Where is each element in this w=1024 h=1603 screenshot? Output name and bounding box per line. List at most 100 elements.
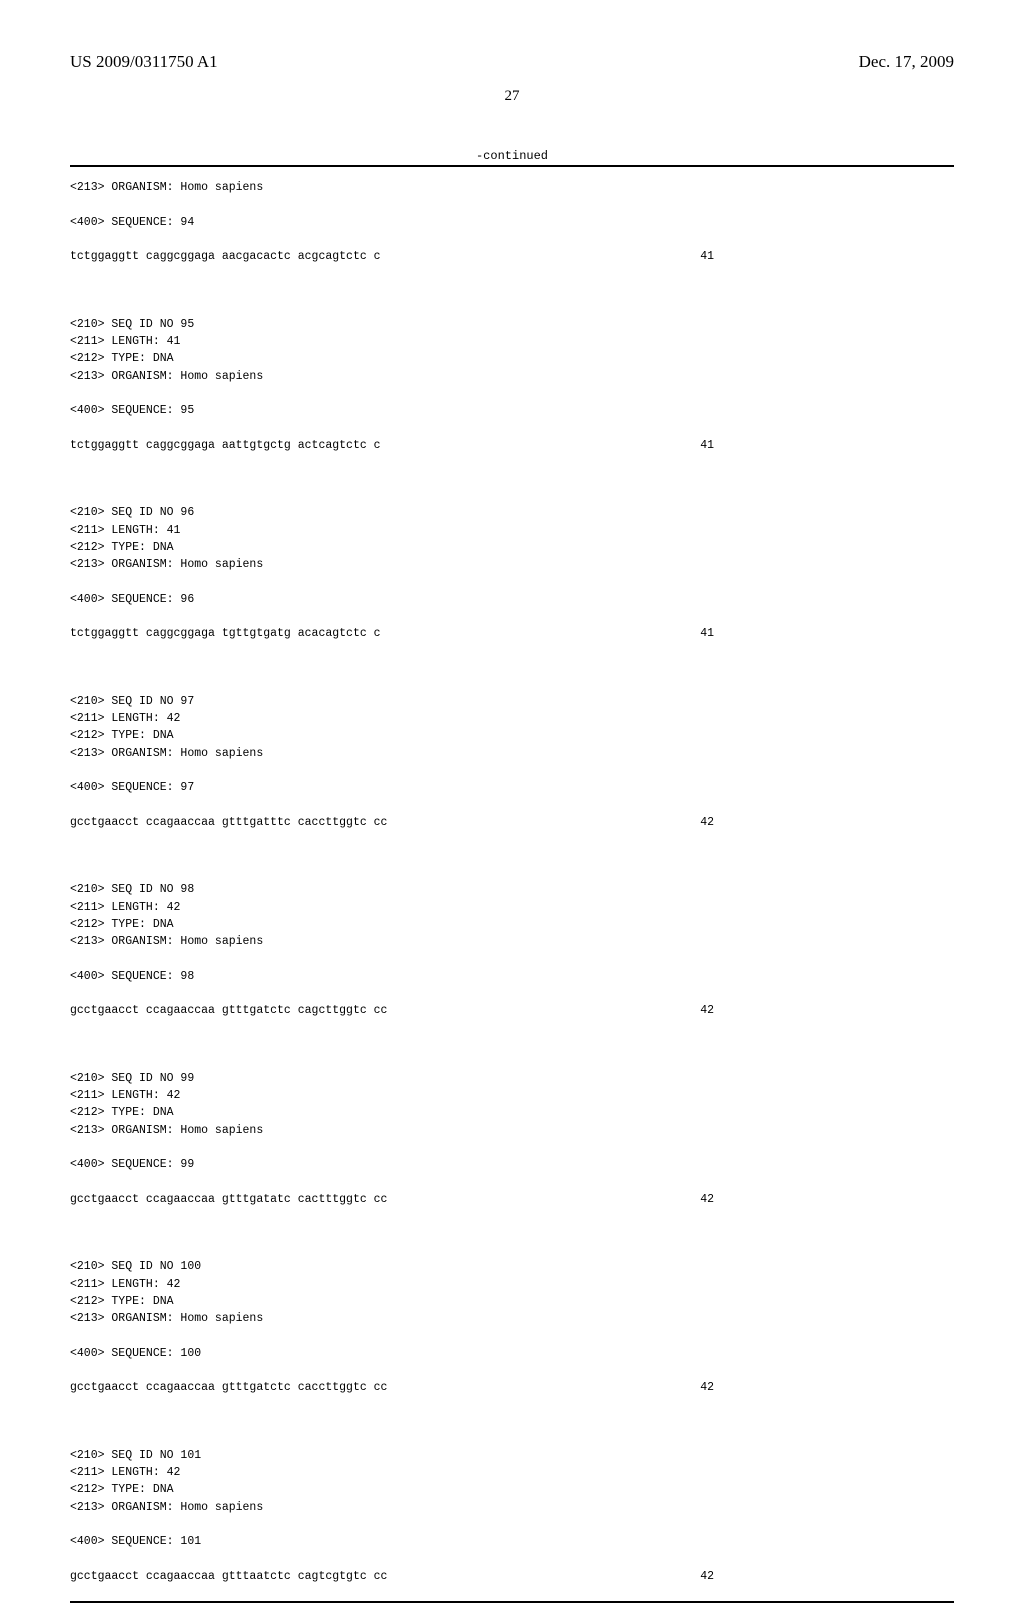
sequence-metadata-line: <212> TYPE: DNA [70, 1104, 954, 1121]
sequence-metadata-line: <210> SEQ ID NO 99 [70, 1070, 954, 1087]
sequence-length-number: 42 [700, 814, 954, 831]
sequence-text: tctggaggtt caggcggaga tgttgtgatg acacagt… [70, 625, 381, 642]
sequence-data-line: tctggaggtt caggcggaga aacgacactc acgcagt… [70, 248, 954, 265]
sequence-metadata-line: <210> SEQ ID NO 95 [70, 316, 954, 333]
sequence-block: <210> SEQ ID NO 100<211> LENGTH: 42<212>… [70, 1224, 954, 1397]
sequence-metadata-line: <210> SEQ ID NO 100 [70, 1258, 954, 1275]
sequence-metadata-line: <213> ORGANISM: Homo sapiens [70, 1122, 954, 1139]
sequence-metadata-line: <400> SEQUENCE: 96 [70, 591, 954, 608]
sequence-metadata-line [70, 847, 954, 864]
sequence-length-number: 42 [700, 1002, 954, 1019]
sequence-block: <210> SEQ ID NO 95<211> LENGTH: 41<212> … [70, 281, 954, 454]
sequence-metadata-line: <211> LENGTH: 42 [70, 1464, 954, 1481]
sequence-metadata-line: <212> TYPE: DNA [70, 916, 954, 933]
sequence-block: <210> SEQ ID NO 99<211> LENGTH: 42<212> … [70, 1035, 954, 1208]
patent-number: US 2009/0311750 A1 [70, 52, 218, 72]
sequence-metadata-line: <400> SEQUENCE: 98 [70, 968, 954, 985]
sequence-length-number: 41 [700, 625, 954, 642]
sequence-metadata-line: <400> SEQUENCE: 100 [70, 1345, 954, 1362]
sequence-text: gcctgaacct ccagaaccaa gtttgatctc cagcttg… [70, 1002, 387, 1019]
sequence-metadata-line: <213> ORGANISM: Homo sapiens [70, 1310, 954, 1327]
sequence-metadata-line: <400> SEQUENCE: 95 [70, 402, 954, 419]
continued-label: -continued [70, 149, 954, 163]
sequence-metadata-line [70, 573, 954, 590]
sequence-metadata-line [70, 470, 954, 487]
sequence-metadata-line [70, 1224, 954, 1241]
sequence-metadata-line [70, 985, 954, 1002]
sequence-metadata-line: <210> SEQ ID NO 101 [70, 1447, 954, 1464]
sequence-metadata-line [70, 1035, 954, 1052]
sequence-metadata-line: <212> TYPE: DNA [70, 727, 954, 744]
sequence-data-line: gcctgaacct ccagaaccaa gtttgatctc cagcttg… [70, 1002, 954, 1019]
sequence-block: <210> SEQ ID NO 97<211> LENGTH: 42<212> … [70, 658, 954, 831]
sequence-metadata-line [70, 950, 954, 967]
sequence-text: tctggaggtt caggcggaga aattgtgctg actcagt… [70, 437, 381, 454]
sequence-metadata-line: <213> ORGANISM: Homo sapiens [70, 745, 954, 762]
sequence-metadata-line: <211> LENGTH: 41 [70, 333, 954, 350]
sequence-text: gcctgaacct ccagaaccaa gtttaatctc cagtcgt… [70, 1568, 387, 1585]
sequence-metadata-line [70, 231, 954, 248]
sequence-length-number: 42 [700, 1191, 954, 1208]
sequence-metadata-line [70, 1412, 954, 1429]
sequence-metadata-line: <210> SEQ ID NO 98 [70, 881, 954, 898]
sequence-data-line: tctggaggtt caggcggaga tgttgtgatg acacagt… [70, 625, 954, 642]
sequence-metadata-line: <211> LENGTH: 42 [70, 710, 954, 727]
sequence-metadata-line: <212> TYPE: DNA [70, 1481, 954, 1498]
sequence-metadata-line [70, 1430, 954, 1447]
sequence-metadata-line [70, 1053, 954, 1070]
sequence-metadata-line [70, 1550, 954, 1567]
sequence-block: <210> SEQ ID NO 101<211> LENGTH: 42<212>… [70, 1412, 954, 1585]
sequence-metadata-line [70, 385, 954, 402]
sequence-listing: <213> ORGANISM: Homo sapiens <400> SEQUE… [70, 179, 954, 1585]
sequence-metadata-line [70, 658, 954, 675]
sequence-data-line: gcctgaacct ccagaaccaa gtttgatttc caccttg… [70, 814, 954, 831]
sequence-metadata-line: <211> LENGTH: 42 [70, 899, 954, 916]
divider-top [70, 165, 954, 167]
sequence-metadata-line [70, 1241, 954, 1258]
sequence-metadata-line: <400> SEQUENCE: 97 [70, 779, 954, 796]
sequence-metadata-line: <211> LENGTH: 41 [70, 522, 954, 539]
sequence-data-line: gcctgaacct ccagaaccaa gtttgatctc caccttg… [70, 1379, 954, 1396]
sequence-metadata-line [70, 864, 954, 881]
sequence-metadata-line: <213> ORGANISM: Homo sapiens [70, 556, 954, 573]
sequence-metadata-line: <213> ORGANISM: Homo sapiens [70, 368, 954, 385]
sequence-metadata-line: <400> SEQUENCE: 99 [70, 1156, 954, 1173]
sequence-block: <210> SEQ ID NO 96<211> LENGTH: 41<212> … [70, 470, 954, 643]
sequence-metadata-line [70, 419, 954, 436]
sequence-metadata-line: <212> TYPE: DNA [70, 539, 954, 556]
sequence-metadata-line: <212> TYPE: DNA [70, 350, 954, 367]
sequence-metadata-line: <212> TYPE: DNA [70, 1293, 954, 1310]
sequence-block: <210> SEQ ID NO 98<211> LENGTH: 42<212> … [70, 847, 954, 1020]
sequence-data-line: tctggaggtt caggcggaga aattgtgctg actcagt… [70, 437, 954, 454]
sequence-metadata-line: <210> SEQ ID NO 97 [70, 693, 954, 710]
sequence-metadata-line: <211> LENGTH: 42 [70, 1276, 954, 1293]
document-header: US 2009/0311750 A1 Dec. 17, 2009 [70, 52, 954, 72]
sequence-length-number: 42 [700, 1568, 954, 1585]
sequence-metadata-line: <400> SEQUENCE: 101 [70, 1533, 954, 1550]
divider-bottom [70, 1601, 954, 1603]
sequence-metadata-line [70, 1139, 954, 1156]
sequence-metadata-line [70, 676, 954, 693]
sequence-metadata-line: <211> LENGTH: 42 [70, 1087, 954, 1104]
sequence-metadata-line [70, 196, 954, 213]
page-number: 27 [70, 88, 954, 105]
sequence-block: <213> ORGANISM: Homo sapiens <400> SEQUE… [70, 179, 954, 265]
patent-date: Dec. 17, 2009 [859, 52, 954, 72]
sequence-data-line: gcctgaacct ccagaaccaa gtttgatatc cactttg… [70, 1191, 954, 1208]
sequence-metadata-line [70, 1173, 954, 1190]
sequence-metadata-line [70, 796, 954, 813]
sequence-metadata-line: <213> ORGANISM: Homo sapiens [70, 1499, 954, 1516]
sequence-length-number: 42 [700, 1379, 954, 1396]
sequence-text: gcctgaacct ccagaaccaa gtttgatatc cactttg… [70, 1191, 387, 1208]
sequence-length-number: 41 [700, 437, 954, 454]
sequence-metadata-line [70, 1327, 954, 1344]
sequence-metadata-line [70, 1516, 954, 1533]
sequence-metadata-line [70, 281, 954, 298]
sequence-text: gcctgaacct ccagaaccaa gtttgatctc caccttg… [70, 1379, 387, 1396]
sequence-text: gcctgaacct ccagaaccaa gtttgatttc caccttg… [70, 814, 387, 831]
sequence-metadata-line [70, 1362, 954, 1379]
sequence-metadata-line: <400> SEQUENCE: 94 [70, 214, 954, 231]
sequence-metadata-line [70, 608, 954, 625]
sequence-data-line: gcctgaacct ccagaaccaa gtttaatctc cagtcgt… [70, 1568, 954, 1585]
sequence-text: tctggaggtt caggcggaga aacgacactc acgcagt… [70, 248, 381, 265]
